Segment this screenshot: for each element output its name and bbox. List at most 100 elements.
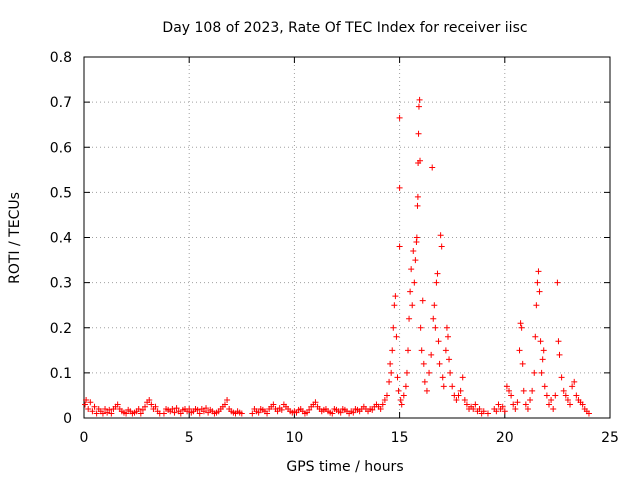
data-point (194, 406, 201, 413)
data-point (383, 392, 390, 399)
data-point (554, 279, 561, 286)
data-point (173, 405, 180, 412)
data-point (135, 405, 142, 412)
data-point (400, 392, 407, 399)
data-point (506, 387, 513, 394)
data-point (420, 360, 427, 367)
data-point (548, 396, 555, 403)
data-point (388, 369, 395, 376)
data-point (436, 360, 443, 367)
data-point (432, 324, 439, 331)
data-points (82, 96, 592, 417)
data-point (123, 410, 130, 417)
data-point (249, 410, 256, 417)
data-point (440, 383, 447, 390)
y-tick-labels: 0 0.1 0.2 0.3 0.4 0.5 0.6 0.7 0.8 (50, 50, 72, 427)
data-point (255, 409, 262, 416)
data-point (495, 401, 502, 408)
data-point (274, 408, 281, 415)
data-point (536, 288, 543, 295)
data-point (186, 405, 193, 412)
data-point (522, 401, 529, 408)
data-point (397, 396, 404, 403)
data-point (391, 302, 398, 309)
data-point (379, 401, 386, 408)
data-point (393, 333, 400, 340)
data-point (439, 374, 446, 381)
data-point (564, 396, 571, 403)
data-point (306, 406, 313, 413)
data-point (411, 279, 418, 286)
data-point (550, 405, 557, 412)
data-point (389, 347, 396, 354)
axis-ticks (83, 56, 611, 419)
data-point (585, 410, 592, 417)
data-point (516, 347, 523, 354)
data-point (442, 347, 449, 354)
data-point (106, 406, 113, 413)
data-point (435, 338, 442, 345)
data-point (421, 378, 428, 385)
data-point (532, 333, 539, 340)
data-point (395, 387, 402, 394)
data-point (146, 396, 153, 403)
y-tick-label: 0.3 (50, 276, 72, 292)
y-tick-label: 0.1 (50, 366, 72, 382)
data-point (416, 96, 423, 103)
data-point (82, 401, 89, 408)
data-point (573, 392, 580, 399)
data-point (533, 302, 540, 309)
data-point (545, 401, 552, 408)
data-point (433, 279, 440, 286)
data-point (434, 270, 441, 277)
data-point (337, 409, 344, 416)
y-tick-label: 0 (63, 411, 72, 427)
data-point (390, 324, 397, 331)
data-point (429, 164, 436, 171)
data-point (396, 243, 403, 250)
data-point (414, 193, 421, 200)
data-point (171, 409, 178, 416)
data-point (412, 257, 419, 264)
x-axis-label: GPS time / hours (286, 459, 403, 475)
data-point (543, 392, 550, 399)
data-point (447, 369, 454, 376)
data-point (396, 114, 403, 121)
data-point (493, 408, 500, 415)
chart-title: Day 108 of 2023, Rate Of TEC Index for r… (162, 20, 527, 36)
data-point (449, 383, 456, 390)
data-point (177, 410, 184, 417)
data-point (83, 396, 90, 403)
data-point (418, 347, 425, 354)
data-point (423, 387, 430, 394)
data-point (407, 288, 414, 295)
data-point (139, 406, 146, 413)
data-point (394, 374, 401, 381)
data-point (484, 410, 491, 417)
data-point (472, 401, 479, 408)
data-point (555, 338, 562, 345)
data-point (417, 157, 424, 164)
data-point (527, 396, 534, 403)
plot-frame (83, 56, 611, 419)
data-point (520, 387, 527, 394)
data-point (426, 369, 433, 376)
data-point (531, 369, 538, 376)
data-point (196, 410, 203, 417)
data-point (438, 243, 445, 250)
y-tick-label: 0.7 (50, 95, 72, 111)
data-point (398, 401, 405, 408)
data-point (428, 351, 435, 358)
gridlines (84, 57, 610, 418)
data-point (99, 410, 106, 417)
data-point (392, 293, 399, 300)
data-point (538, 369, 545, 376)
data-point (517, 320, 524, 327)
data-point (540, 347, 547, 354)
data-point (415, 103, 422, 110)
data-point (419, 297, 426, 304)
data-point (312, 399, 319, 406)
data-point (453, 396, 460, 403)
data-point (556, 351, 563, 358)
